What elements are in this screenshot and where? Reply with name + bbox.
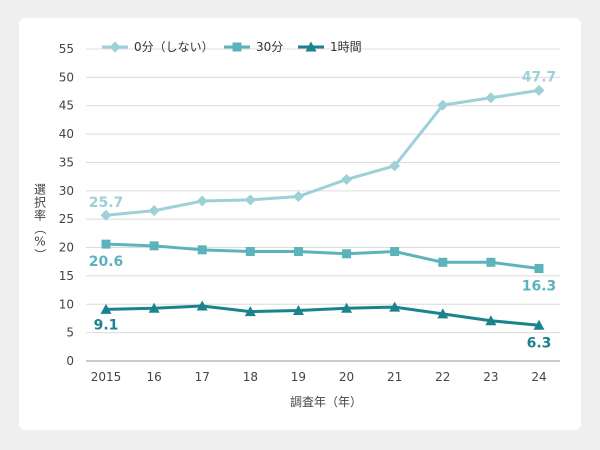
data-point-marker: [100, 209, 112, 221]
data-point-marker: [292, 190, 304, 202]
legend-label: 30分: [256, 40, 283, 54]
x-tick-label: 24: [531, 370, 546, 384]
data-point-marker: [389, 301, 401, 312]
y-axis-title-char: 択: [34, 196, 46, 210]
y-tick-label: 20: [59, 241, 74, 255]
data-point-marker: [486, 257, 496, 267]
data-point-marker: [437, 99, 449, 111]
data-label-start: 20.6: [89, 254, 124, 270]
series-line-2: [105, 304, 540, 327]
y-tick-label: 10: [59, 297, 74, 311]
y-axis-title-char: %: [34, 235, 45, 249]
legend: 0分（しない） 30分 1時間: [102, 40, 362, 54]
data-label-end: 16.3: [522, 279, 557, 295]
data-point-marker: [533, 84, 545, 96]
y-axis-title-char: 選: [34, 183, 46, 197]
y-tick-label: 5: [66, 326, 74, 340]
y-axis-title-char: ）: [33, 248, 47, 260]
data-point-marker: [244, 306, 256, 317]
x-tick-label: 2015: [91, 370, 122, 384]
data-point-marker: [485, 315, 497, 326]
series-line-0: [105, 88, 540, 217]
x-tick-label: 23: [483, 370, 498, 384]
data-point-marker: [390, 247, 400, 257]
x-tick-label: 19: [291, 370, 306, 384]
data-point-marker: [341, 302, 353, 313]
y-tick-label: 45: [59, 99, 74, 113]
y-tick-label: 0: [66, 354, 74, 368]
y-axis-title: 選択率（%）: [33, 183, 47, 261]
data-point-marker: [293, 247, 303, 257]
legend-marker: [305, 41, 317, 52]
data-label-end: 47.7: [522, 69, 557, 85]
x-tick-label: 16: [146, 370, 161, 384]
data-point-marker: [197, 245, 207, 255]
data-labels: 25.7 47.7 20.6 16.3 9.1 6.3: [89, 69, 557, 351]
x-tick-label: 18: [243, 370, 258, 384]
series-line-1: [105, 242, 540, 271]
legend-marker: [109, 41, 121, 53]
data-point-marker: [196, 300, 208, 311]
data-point-marker: [534, 264, 544, 274]
y-tick-label: 25: [59, 212, 74, 226]
x-tick-label: 21: [387, 370, 402, 384]
data-point-marker: [533, 319, 545, 330]
y-tick-label: 15: [59, 269, 74, 283]
y-tick-label: 50: [59, 70, 74, 84]
data-point-marker: [292, 305, 304, 316]
data-point-marker: [245, 247, 255, 257]
data-point-marker: [342, 249, 352, 259]
y-tick-labels: 0 5 10 15 20 25 30 35 40 45 50 55: [59, 42, 74, 368]
data-point-marker: [485, 92, 497, 104]
data-point-marker: [149, 241, 159, 251]
data-point-marker: [438, 257, 448, 267]
x-tick-label: 20: [339, 370, 354, 384]
y-tick-label: 30: [59, 184, 74, 198]
data-point-marker: [100, 303, 112, 314]
series-lines: [100, 84, 545, 330]
y-axis-title-char: 率: [34, 208, 46, 223]
y-axis-title-char: （: [33, 222, 47, 234]
data-label-start: 9.1: [94, 317, 119, 333]
data-point-marker: [437, 308, 449, 319]
data-label-start: 25.7: [89, 195, 124, 211]
data-point-marker: [148, 205, 160, 217]
x-tick-labels: 2015 16 17 18 19 20 21 22 23 24: [91, 370, 547, 384]
data-point-marker: [196, 195, 208, 207]
y-tick-label: 35: [59, 155, 74, 169]
data-point-marker: [148, 302, 160, 313]
data-point-marker: [101, 239, 111, 249]
grid-lines: [86, 48, 560, 362]
legend-label: 1時間: [330, 40, 362, 54]
x-tick-label: 22: [435, 370, 450, 384]
legend-label: 0分（しない）: [134, 40, 214, 54]
x-tick-label: 17: [195, 370, 210, 384]
data-point-marker: [389, 160, 401, 172]
data-point-marker: [244, 194, 256, 206]
data-label-end: 6.3: [527, 335, 552, 351]
data-point-marker: [341, 173, 353, 185]
legend-marker: [232, 42, 242, 52]
y-tick-label: 40: [59, 127, 74, 141]
x-axis-title: 調査年（年）: [290, 395, 362, 409]
y-tick-label: 55: [59, 42, 74, 56]
